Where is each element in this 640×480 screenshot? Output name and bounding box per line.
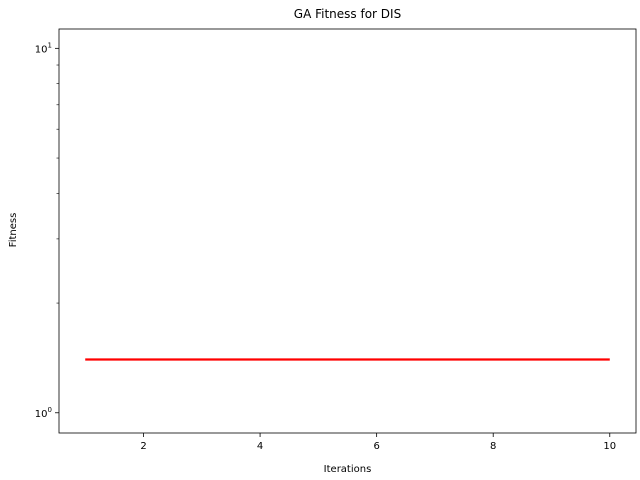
x-tick-label-10: 10 <box>603 441 616 452</box>
y-axis-label: Fitness <box>8 213 19 248</box>
x-tick-label-6: 6 <box>373 441 379 452</box>
x-axis-label: Iterations <box>324 464 372 475</box>
x-tick-label-8: 8 <box>490 441 496 452</box>
axes-frame <box>58 28 637 434</box>
chart-title: GA Fitness for DIS <box>294 7 401 21</box>
plot-area: 2 4 6 8 10 100 101 <box>35 28 637 452</box>
x-tick-label-2: 2 <box>140 441 146 452</box>
y-tick-label-10: 101 <box>35 41 52 55</box>
y-tick-label-1: 100 <box>35 406 52 420</box>
x-tick-label-4: 4 <box>257 441 263 452</box>
